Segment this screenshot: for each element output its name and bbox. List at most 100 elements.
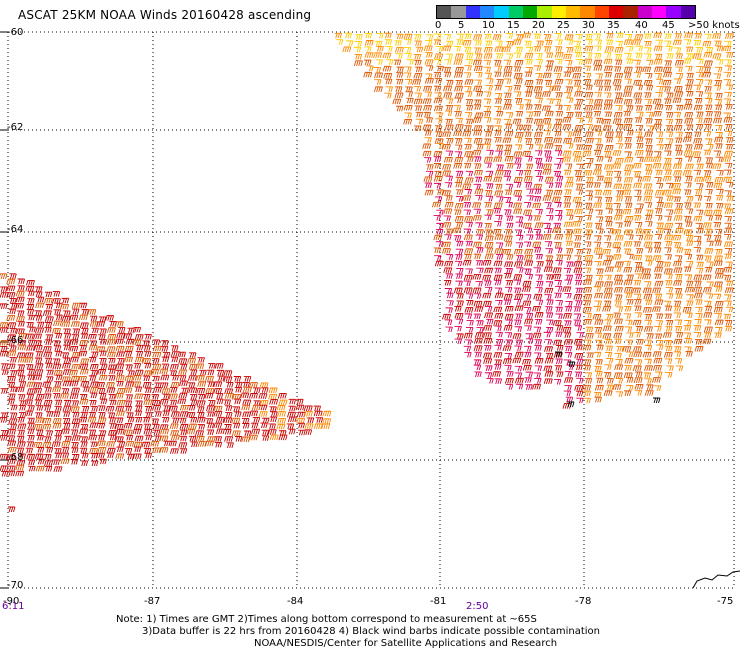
wind-barb <box>564 92 572 98</box>
wind-barb <box>565 79 573 85</box>
wind-barb <box>624 78 632 85</box>
wind-barb <box>0 327 8 333</box>
wind-barb <box>34 399 43 406</box>
wind-barb <box>423 85 433 92</box>
wind-barb <box>68 370 78 376</box>
wind-barb <box>585 84 593 91</box>
wind-barb <box>9 386 18 393</box>
wind-barb <box>596 216 604 223</box>
wind-barb <box>484 306 493 312</box>
wind-barb <box>464 125 472 131</box>
wind-barb <box>665 104 673 111</box>
wind-barb <box>534 358 544 364</box>
wind-barb <box>675 222 683 229</box>
wind-barb <box>535 234 543 240</box>
wind-barb <box>124 356 134 363</box>
wind-barb <box>151 394 160 400</box>
wind-barb <box>454 66 464 73</box>
wind-barb <box>46 376 54 382</box>
wind-barb <box>594 260 602 267</box>
wind-barb <box>98 405 106 412</box>
wind-barb <box>685 175 693 182</box>
wind-barb <box>565 300 573 307</box>
wind-barb <box>7 382 16 388</box>
wind-barb <box>656 228 664 234</box>
wind-barb <box>505 201 514 208</box>
wind-barb <box>335 39 344 45</box>
wind-barb <box>564 385 572 391</box>
wind-barb <box>686 91 694 97</box>
wind-barb <box>288 405 296 412</box>
wind-barb <box>462 40 472 46</box>
wind-barb <box>484 235 494 242</box>
wind-barb <box>554 150 563 156</box>
wind-barb <box>485 286 493 293</box>
wind-barb <box>115 375 125 381</box>
wind-barb <box>115 453 125 460</box>
wind-barb <box>675 332 684 338</box>
wind-barb <box>474 40 482 46</box>
wind-barb <box>89 399 97 406</box>
wind-barb <box>313 405 322 412</box>
wind-barb <box>636 203 644 210</box>
wind-barb <box>702 40 712 47</box>
wind-barb <box>705 202 713 209</box>
wind-barb <box>288 398 297 405</box>
wind-barb <box>442 164 452 170</box>
wind-barb <box>554 130 562 137</box>
wind-barb <box>493 306 503 313</box>
wind-barb <box>494 46 504 53</box>
wind-barb <box>35 417 45 424</box>
wind-barb <box>614 352 622 359</box>
wind-barb <box>205 418 214 424</box>
wind-barb <box>645 255 653 262</box>
wind-barb <box>636 339 644 345</box>
wind-barb <box>197 441 207 447</box>
wind-barb <box>80 393 88 400</box>
wind-barb <box>99 350 107 357</box>
wind-barb <box>573 319 582 326</box>
wind-barb <box>544 371 554 377</box>
wind-barb <box>18 375 26 381</box>
wind-barb <box>143 345 151 351</box>
wind-barb <box>644 33 652 40</box>
wind-barb <box>604 150 612 157</box>
wind-barb <box>279 430 287 436</box>
wind-barb <box>653 357 663 364</box>
wind-barb <box>496 144 504 151</box>
wind-barb <box>145 412 153 418</box>
wind-barb <box>54 435 62 441</box>
wind-barb <box>686 53 694 59</box>
wind-barb <box>635 234 644 241</box>
wind-barb <box>87 416 97 423</box>
wind-barb <box>634 390 643 396</box>
wind-barb <box>269 406 277 412</box>
wind-barb <box>434 260 444 267</box>
wind-barb <box>614 85 622 91</box>
wind-barb <box>504 123 513 130</box>
wind-barb <box>81 309 90 315</box>
wind-barb <box>604 281 614 287</box>
wind-barb <box>473 183 481 190</box>
wind-barb <box>495 254 504 260</box>
wind-barb <box>514 131 524 138</box>
wind-barb <box>567 401 575 408</box>
wind-barb <box>694 240 702 247</box>
colorbar-segment <box>608 6 624 18</box>
wind-barb <box>70 321 80 328</box>
wind-barb <box>553 379 562 385</box>
wind-barb <box>613 112 623 118</box>
wind-barb <box>188 404 196 411</box>
wind-barb <box>115 363 125 370</box>
wind-barb <box>606 378 614 384</box>
wind-barb <box>444 288 453 294</box>
wind-barb <box>26 393 35 400</box>
wind-barb <box>55 314 63 321</box>
wind-barb <box>524 377 532 383</box>
wind-barb <box>575 34 583 40</box>
wind-barb <box>513 279 522 286</box>
wind-barb <box>493 202 503 209</box>
wind-barb <box>223 376 233 382</box>
wind-barb <box>205 388 215 394</box>
wind-barb <box>152 339 161 346</box>
